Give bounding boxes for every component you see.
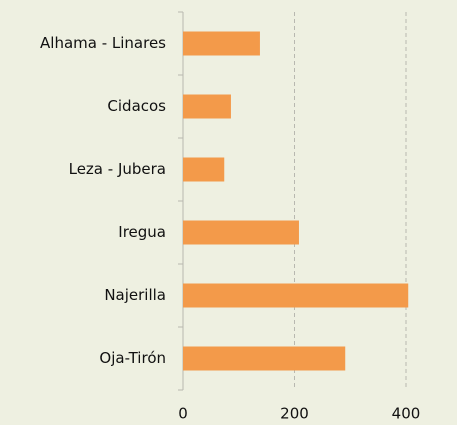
bar [183, 346, 346, 371]
bar [183, 220, 299, 245]
x-tick-label: 200 [280, 405, 309, 423]
x-tick-label: 0 [178, 405, 188, 423]
bar [183, 31, 260, 56]
y-tick-label: Cidacos [107, 97, 166, 115]
y-tick-label: Leza - Jubera [69, 160, 166, 178]
y-tick-label: Oja-Tirón [99, 349, 166, 367]
y-tick-label: Alhama - Linares [40, 34, 166, 52]
bar [183, 283, 409, 308]
x-tick-label: 400 [392, 405, 421, 423]
bar [183, 157, 225, 182]
y-tick-label: Iregua [118, 223, 166, 241]
y-tick-label: Najerilla [104, 286, 166, 304]
bar [183, 94, 231, 119]
